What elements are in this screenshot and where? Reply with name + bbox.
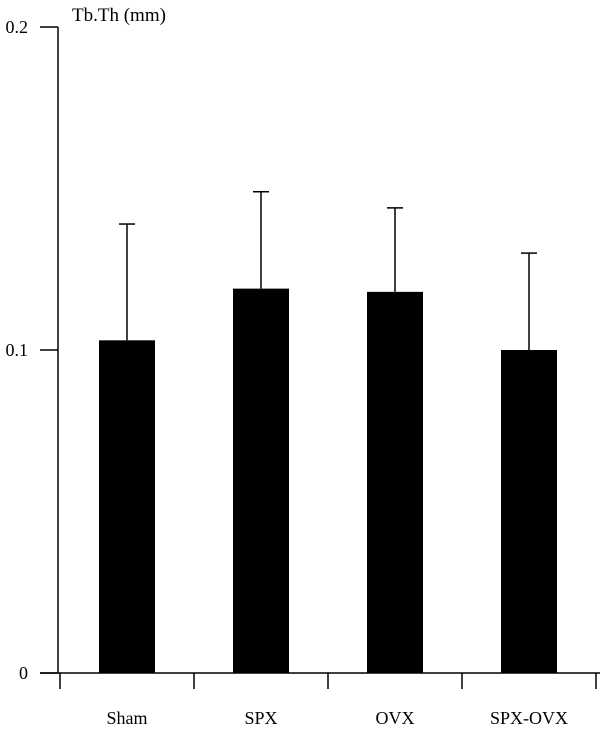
x-category-label: SPX bbox=[244, 708, 277, 728]
bars bbox=[99, 288, 557, 673]
y-tick-label: 0.2 bbox=[6, 17, 29, 37]
bar-sham bbox=[99, 340, 155, 673]
bar-ovx bbox=[367, 291, 423, 673]
y-tick-label: 0.1 bbox=[6, 340, 29, 360]
labels: 0 0.1 0.2 Sham SPX OVX SPX-OVX bbox=[6, 17, 569, 728]
y-tick-label: 0 bbox=[19, 663, 28, 683]
y-axis-label: Tb.Th (mm) bbox=[72, 5, 166, 26]
x-category-label: SPX-OVX bbox=[490, 708, 568, 728]
bar-spx-ovx bbox=[501, 350, 557, 673]
bar-spx bbox=[233, 288, 289, 673]
error-bars bbox=[119, 190, 537, 350]
x-category-label: OVX bbox=[376, 708, 415, 728]
x-category-label: Sham bbox=[106, 708, 147, 728]
